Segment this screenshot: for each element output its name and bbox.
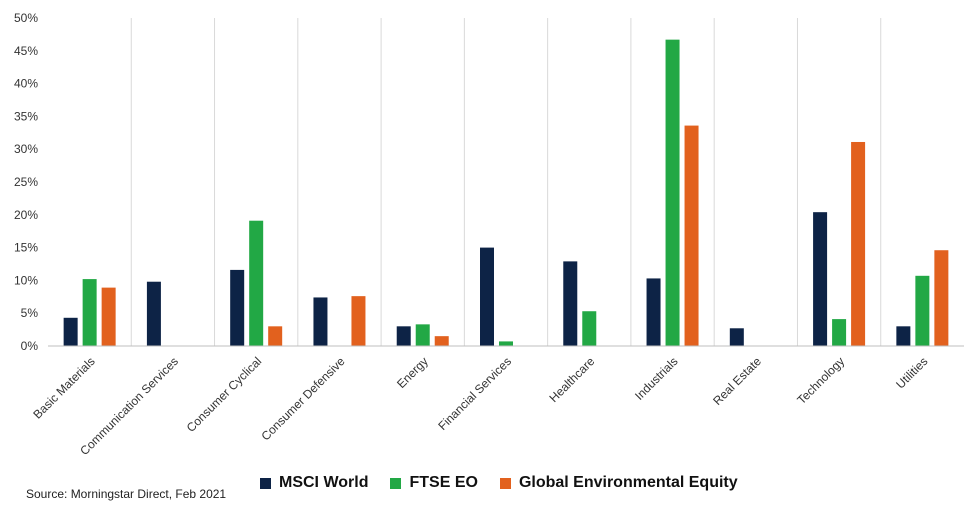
bar-msci-world	[313, 297, 328, 346]
legend-swatch-ftse-eo	[390, 477, 402, 489]
bar-msci-world	[480, 247, 494, 346]
y-tick-label: 30%	[14, 142, 38, 156]
gridlines	[130, 18, 882, 346]
bar-msci-world	[230, 269, 245, 346]
y-tick-label: 25%	[14, 175, 38, 189]
bar-msci-world	[646, 278, 661, 346]
bar-ftse-eo	[82, 279, 97, 346]
x-tick-label: Industrials	[632, 354, 681, 403]
bar-ftse-eo	[415, 324, 430, 346]
x-tick-label: Financial Services	[435, 354, 514, 433]
bar-global-environmental-equity	[351, 296, 366, 346]
y-tick-label: 15%	[14, 241, 38, 255]
legend-item-ftse-eo: FTSE EO	[390, 474, 478, 492]
y-tick-label: 50%	[14, 11, 38, 25]
bar-global-environmental-equity	[934, 250, 949, 346]
bar-ftse-eo	[832, 319, 847, 346]
y-tick-label: 5%	[21, 306, 39, 320]
x-tick-label: Energy	[394, 354, 431, 391]
bar-ftse-eo	[499, 341, 513, 346]
bars	[63, 39, 949, 346]
bar-global-environmental-equity	[851, 141, 866, 346]
legend: MSCI World FTSE EO Global Environmental …	[260, 474, 738, 492]
legend-label-ftse-eo: FTSE EO	[409, 474, 478, 491]
legend-label-msci-world: MSCI World	[279, 474, 369, 491]
x-tick-label: Consumer Cyclical	[184, 354, 265, 435]
legend-swatch-msci-world	[260, 477, 271, 489]
bar-ftse-eo	[665, 39, 680, 346]
legend-label-global-environmental-equity: Global Environmental Equity	[518, 474, 738, 491]
x-tick-label: Healthcare	[546, 354, 597, 405]
bar-ftse-eo	[915, 275, 930, 346]
bar-ftse-eo	[582, 311, 597, 346]
bar-global-environmental-equity	[684, 125, 699, 346]
bar-msci-world	[63, 317, 78, 346]
y-axis: 0% 5% 10% 15% 20% 25% 30% 35% 40% 45% 50%	[14, 11, 38, 353]
x-tick-label: Basic Materials	[30, 354, 97, 421]
source-note: Source: Morningstar Direct, Feb 2021	[26, 487, 227, 501]
legend-item-global-environmental-equity: Global Environmental Equity	[499, 474, 738, 492]
x-tick-label: Real Estate	[710, 354, 764, 408]
y-tick-label: 40%	[14, 77, 38, 91]
x-tick-label: Technology	[794, 354, 847, 407]
bar-global-environmental-equity	[434, 336, 449, 346]
y-tick-label: 10%	[14, 273, 38, 287]
x-tick-label: Consumer Defensive	[258, 354, 347, 443]
legend-item-msci-world: MSCI World	[260, 474, 368, 492]
bar-msci-world	[563, 261, 578, 346]
bar-global-environmental-equity	[268, 326, 283, 346]
x-tick-label: Utilities	[893, 354, 930, 391]
y-tick-label: 45%	[14, 44, 38, 58]
y-tick-label: 35%	[14, 109, 38, 123]
bar-msci-world	[396, 326, 411, 346]
bar-ftse-eo	[249, 220, 264, 346]
bar-msci-world	[729, 328, 744, 346]
bar-msci-world	[146, 281, 161, 346]
legend-swatch-global-environmental-equity	[499, 477, 511, 489]
x-tick-label: Communication Services	[77, 354, 181, 458]
y-tick-label: 20%	[14, 208, 38, 222]
bar-msci-world	[896, 326, 911, 346]
y-tick-label: 0%	[21, 339, 39, 353]
bar-global-environmental-equity	[101, 287, 116, 346]
bar-msci-world	[813, 212, 828, 346]
